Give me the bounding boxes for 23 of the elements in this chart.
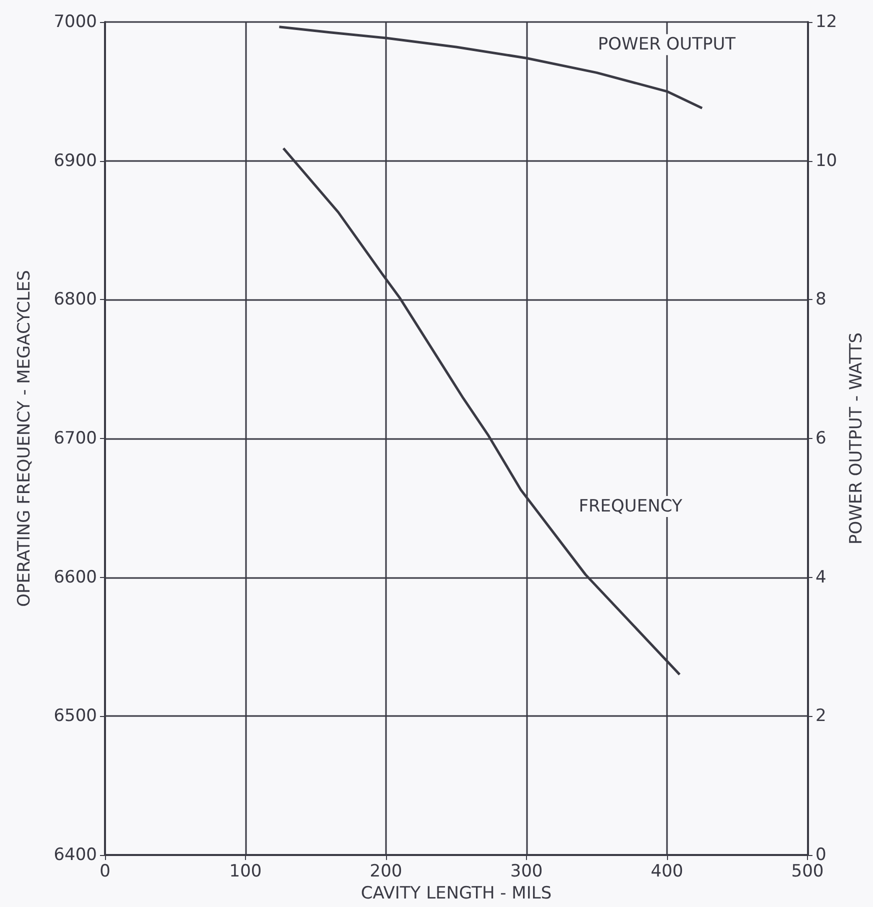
y-axis-title: OPERATING FREQUENCY - MEGACYCLES: [14, 270, 34, 607]
y2-tick-label: 6: [815, 428, 826, 448]
y-tick-label: 6700: [54, 428, 97, 448]
y-tick-label: 6900: [54, 150, 97, 171]
y2-axis-title: POWER OUTPUT - WATTS: [846, 332, 866, 545]
y2-tick-label: 10: [815, 150, 838, 171]
y-tick-label: 6600: [54, 567, 97, 588]
y2-tick-label: 4: [815, 567, 826, 588]
y2-tick-label: 2: [815, 706, 826, 726]
series-label: POWER OUTPUT: [598, 34, 736, 55]
y-tick-label: 6400: [54, 845, 97, 865]
y2-tick-label: 8: [815, 290, 826, 310]
y2-tick-label: 12: [815, 12, 838, 32]
y-tick-label: 7000: [54, 12, 97, 32]
y-tick-label: 6800: [54, 290, 97, 310]
x-tick-label: 300: [510, 862, 543, 882]
x-tick-label: 200: [370, 862, 402, 882]
x-tick-label: 0: [100, 862, 110, 882]
y-tick-label: 6500: [54, 706, 97, 726]
x-axis-title: CAVITY LENGTH - MILS: [360, 884, 552, 904]
x-tick-label: 400: [650, 862, 684, 882]
x-tick-label: 100: [229, 862, 262, 882]
series-label: FREQUENCY: [578, 496, 683, 517]
